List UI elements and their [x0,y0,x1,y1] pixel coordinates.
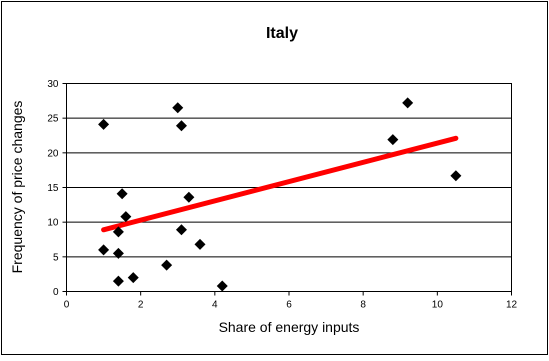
data-point [161,259,173,271]
data-point [98,118,110,130]
data-point [175,224,187,236]
y-tick-label: 0 [53,287,59,298]
data-point [112,226,124,238]
y-tick-label: 30 [47,79,59,90]
data-points [98,97,462,292]
x-tick-label: 8 [360,300,366,311]
y-tick-label: 20 [47,148,59,159]
x-tick-label: 12 [506,300,518,311]
y-axis-label: Frequency of price changes [9,101,25,274]
data-point [172,102,184,114]
trendline [101,135,459,233]
x-tick-label: 0 [64,300,70,311]
data-point [450,170,462,182]
x-axis-ticks: 0 2 4 6 8 10 12 [64,291,518,311]
x-axis-label: Share of energy inputs [219,319,360,335]
data-point [402,97,414,109]
data-point [387,134,399,146]
x-tick-label: 4 [212,300,218,311]
data-point [175,120,187,132]
data-point [112,247,124,259]
x-tick-label: 6 [286,300,292,311]
y-tick-label: 10 [47,218,59,229]
y-axis-ticks: 0 5 10 15 20 25 30 [47,79,67,298]
chart-border [1,1,548,355]
y-tick-label: 25 [47,114,59,125]
data-point [120,211,132,223]
chart-title: Italy [266,25,298,42]
y-tick-label: 15 [47,183,59,194]
data-point [216,280,228,292]
data-point [116,188,128,200]
data-point [127,272,139,284]
data-point [98,244,110,256]
data-point [112,275,124,287]
data-point [183,191,195,203]
x-tick-label: 10 [432,300,444,311]
x-tick-label: 2 [138,300,144,311]
y-tick-label: 5 [53,252,59,263]
data-point [194,238,206,250]
